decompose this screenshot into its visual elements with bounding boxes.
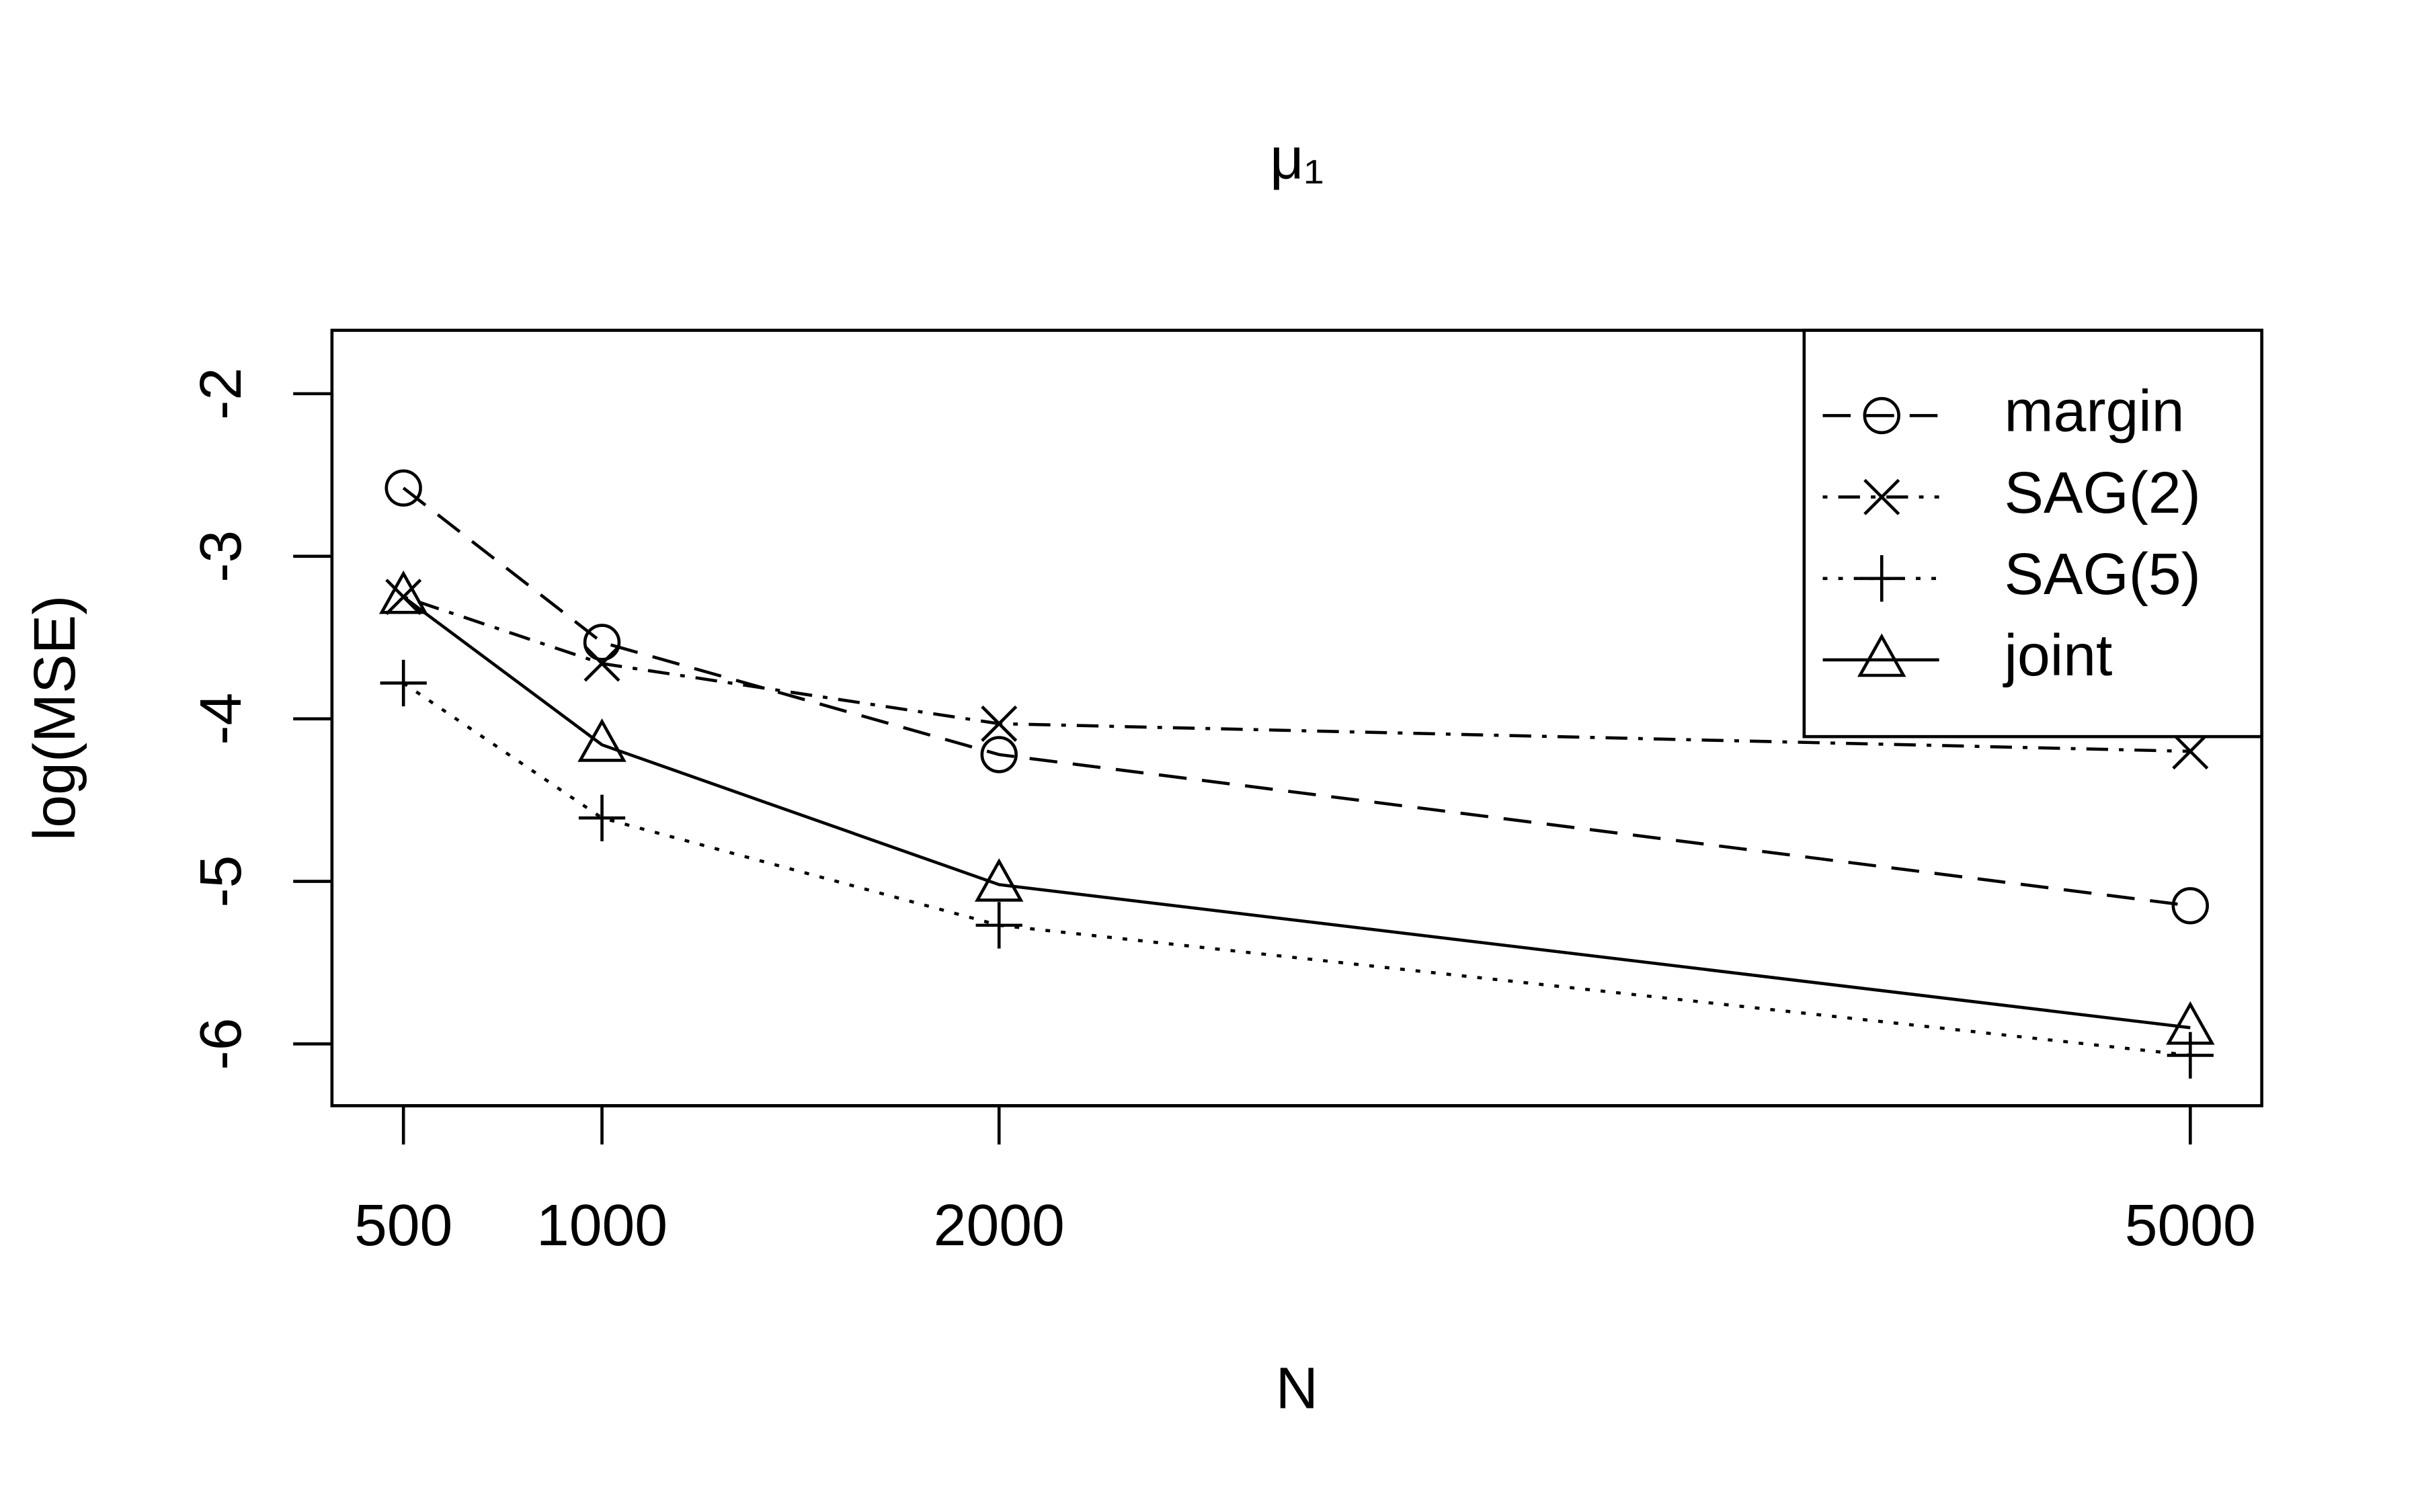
marker — [1863, 396, 1900, 435]
chart-title: μ₁ — [1270, 125, 1324, 191]
marker — [378, 570, 428, 614]
series-line — [402, 487, 2191, 908]
legend-label: SAG(2) — [2005, 460, 2201, 526]
marker — [974, 858, 1024, 902]
marker — [380, 659, 427, 707]
marker — [2167, 1032, 2214, 1079]
marker — [2171, 887, 2209, 925]
y-tick-label: -5 — [188, 855, 253, 908]
marker — [578, 794, 626, 841]
marker — [577, 718, 627, 762]
marker — [1863, 478, 1900, 515]
series-line — [402, 595, 2191, 1030]
series-line — [403, 595, 2191, 753]
y-tick-label: -4 — [188, 693, 253, 745]
x-tick-label: 5000 — [2125, 1192, 2256, 1258]
y-tick-label: -3 — [188, 530, 253, 583]
marker — [1857, 633, 1906, 677]
y-axis-label: log(MSE) — [22, 595, 87, 841]
marker — [583, 645, 620, 682]
marker — [981, 705, 1018, 742]
legend-label: SAG(5) — [2005, 541, 2201, 607]
y-tick-label: -2 — [188, 368, 253, 420]
x-axis-label: N — [1276, 1355, 1318, 1421]
x-tick-label: 1000 — [536, 1192, 668, 1258]
marker — [583, 624, 621, 661]
y-tick-label: -6 — [188, 1017, 253, 1070]
legend-label: margin — [2005, 378, 2185, 444]
marker — [2166, 1001, 2215, 1045]
x-tick-label: 500 — [354, 1192, 452, 1258]
marker — [980, 736, 1018, 773]
legend-label: joint — [2003, 622, 2113, 688]
marker — [1858, 555, 1905, 602]
x-tick-label: 2000 — [934, 1192, 1065, 1258]
marker — [2172, 733, 2209, 770]
marker — [975, 902, 1022, 949]
marker — [385, 469, 422, 507]
